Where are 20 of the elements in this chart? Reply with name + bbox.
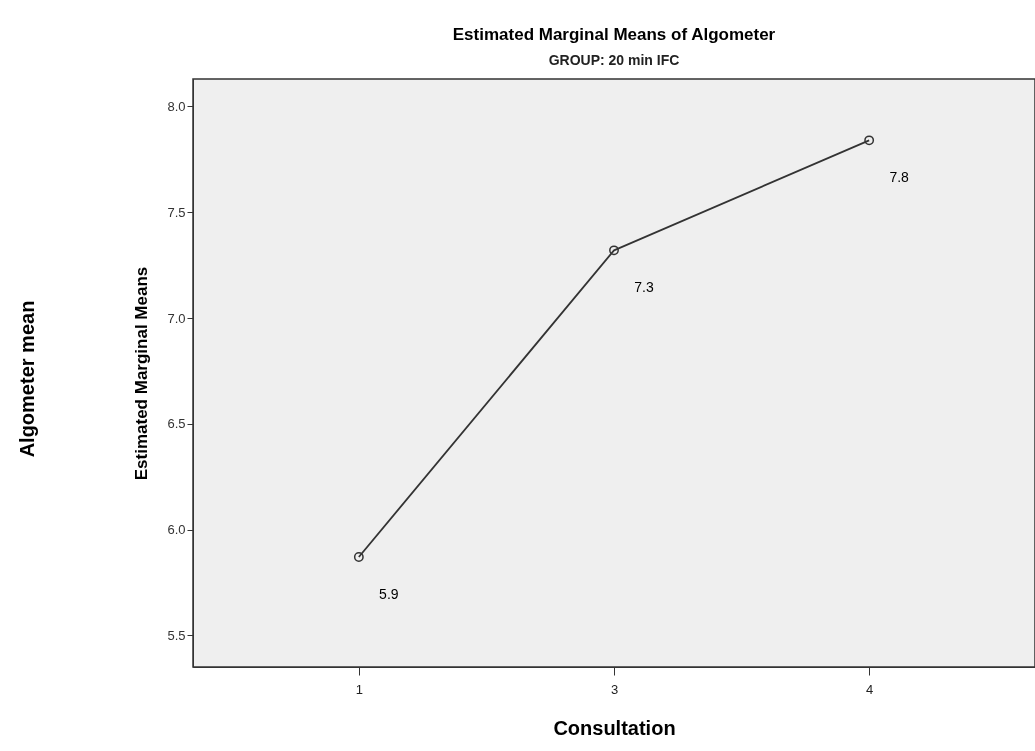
point [609, 245, 619, 256]
chart-title: Estimated Marginal Means of Algometer [452, 25, 776, 44]
x-tick-label: 4 [866, 681, 874, 697]
y-axis-title: Estimated Marginal Means [132, 266, 152, 481]
y-tick-label: 8.0 [167, 99, 186, 114]
point [864, 135, 875, 146]
chart-subtitle: GROUP: 20 min IFC [548, 52, 680, 68]
y-tick-label: 6.5 [167, 416, 186, 432]
y-tick-label: 7.0 [167, 310, 186, 326]
data-label: 5.9 [379, 586, 399, 603]
y-tick-label: 5.5 [167, 627, 186, 643]
y-tick-label: 6.0 [167, 522, 186, 538]
x-tick-label: 1 [355, 681, 363, 697]
data-label: 7.3 [634, 279, 654, 296]
data-label: 7.8 [889, 169, 910, 186]
y-tick-label: 7.5 [167, 204, 186, 220]
text: Algometer mean [16, 300, 38, 458]
x-axis-title: Consultation [553, 716, 676, 739]
point [353, 552, 364, 562]
x-tick-label: 3 [610, 681, 619, 697]
